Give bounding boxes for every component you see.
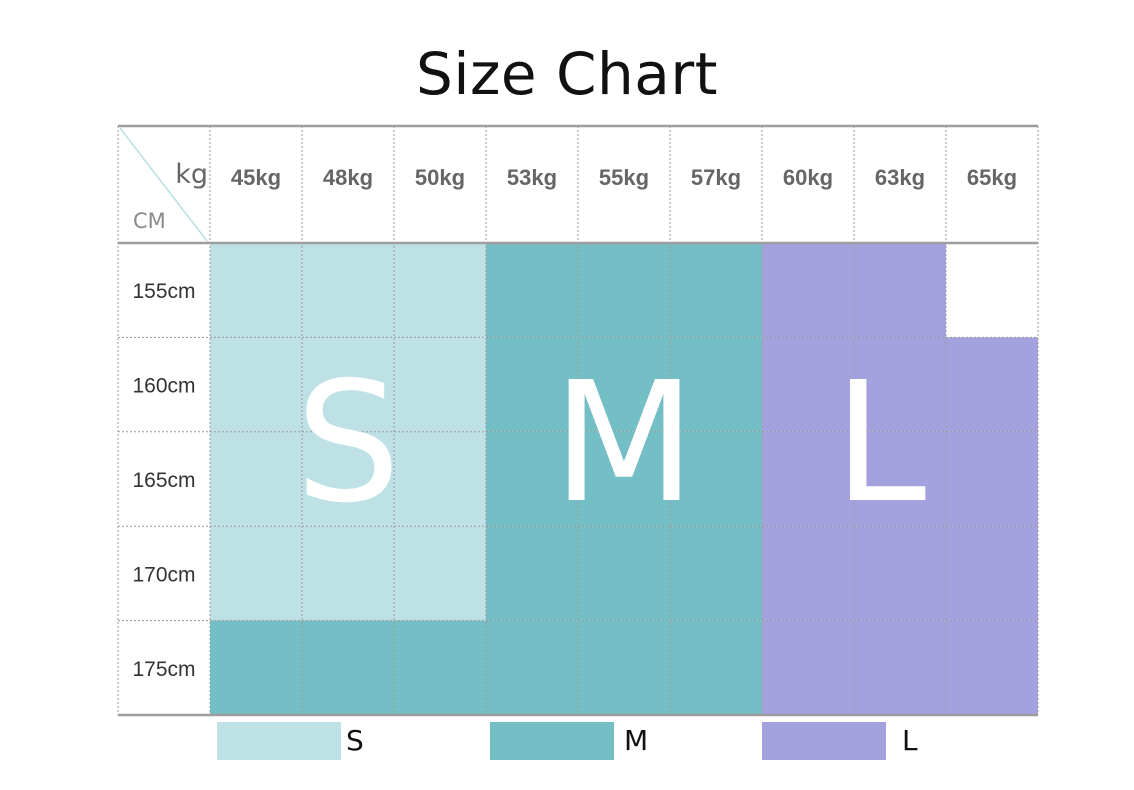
size-cell [210,243,302,338]
size-cell [578,620,670,715]
corner-unit-cm: CM [133,209,166,233]
corner-unit-kg: kg [175,159,208,190]
size-cell [854,526,946,621]
size-cell [670,431,762,527]
size-cell [394,620,486,715]
row-header: 175cm [132,658,195,681]
size-cell [762,431,854,527]
size-cell [486,243,578,338]
size-cell [854,431,946,527]
column-header: 53kg [507,165,557,190]
size-cell [302,526,394,621]
size-cell [210,526,302,621]
size-cell [762,526,854,621]
column-header: 63kg [875,165,925,190]
column-header: 45kg [231,165,281,190]
size-cell [854,337,946,432]
region-label-s: S [295,347,400,540]
column-header: 48kg [323,165,373,190]
size-cell [302,337,394,432]
size-cell [486,620,578,715]
size-cell [486,431,578,527]
legend-swatch-l [762,722,886,760]
size-cell [394,243,486,338]
size-cell [670,620,762,715]
column-header: 55kg [599,165,649,190]
legend-label-s: S [346,724,364,757]
size-cell [210,431,302,527]
size-cell [578,526,670,621]
size-cell [762,243,854,338]
size-cell [210,620,302,715]
size-cell [946,431,1038,527]
size-cell [302,243,394,338]
size-cell [578,243,670,338]
size-cell [302,431,394,527]
size-cell [946,620,1038,715]
column-header: 60kg [783,165,833,190]
column-header: 65kg [967,165,1017,190]
size-cell [486,526,578,621]
row-header: 170cm [132,563,195,586]
column-header: 50kg [415,165,465,190]
legend-label-m: M [624,724,649,757]
size-cell [670,243,762,338]
size-cell [394,526,486,621]
size-cell [486,337,578,432]
region-label-m: M [552,347,695,540]
size-cell [670,526,762,621]
size-cell [854,243,946,338]
row-header: 160cm [132,375,195,398]
size-cell [946,337,1038,432]
size-cell [302,620,394,715]
region-label-l: L [834,347,926,540]
size-cell [210,337,302,432]
page-title: Size Chart [416,40,718,108]
size-cell [762,337,854,432]
size-cell [670,337,762,432]
legend-label-l: L [902,724,918,757]
size-cell [578,431,670,527]
size-cell [578,337,670,432]
corner-diagonal [119,127,208,242]
row-header: 155cm [132,280,195,303]
legend-swatch-m [490,722,614,760]
size-cell [854,620,946,715]
legend-swatch-s [217,722,341,760]
row-header: 165cm [132,469,195,492]
size-cell [946,526,1038,621]
size-cell [394,431,486,527]
size-cell [394,337,486,432]
size-cell [762,620,854,715]
column-header: 57kg [691,165,741,190]
